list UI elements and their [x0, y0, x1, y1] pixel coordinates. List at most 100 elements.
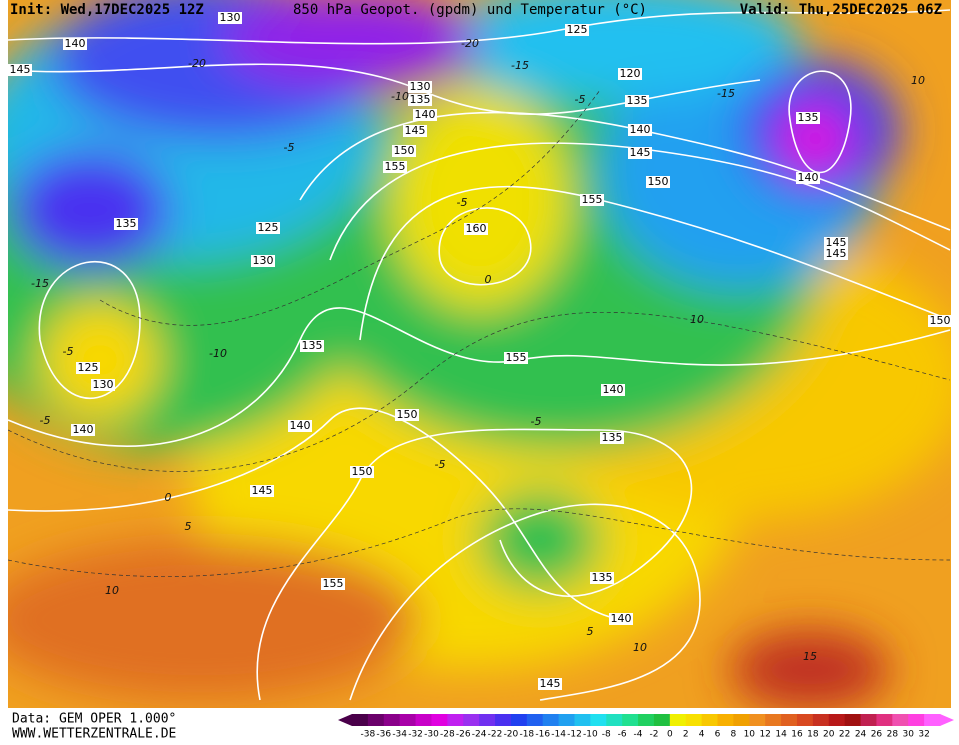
temperature-label: 10 [911, 74, 925, 87]
colorbar-swatch [367, 714, 385, 726]
label-box [600, 432, 624, 444]
geopotential-label: 130 [93, 378, 114, 391]
colorbar-swatch [749, 714, 766, 726]
geopotential-label: 140 [603, 383, 624, 396]
colorbar-swatch [876, 714, 893, 726]
colorbar-label: -32 [408, 730, 423, 740]
colorbar-label: -24 [472, 730, 487, 740]
label-box [383, 161, 407, 173]
label-box [618, 68, 642, 80]
colorbar-label: 10 [744, 730, 756, 740]
colorbar-label: -10 [583, 730, 598, 740]
colorbar-label: -2 [649, 730, 658, 740]
label-box [601, 384, 625, 396]
valid-time: Valid: Thu,25DEC2025 06Z [740, 2, 942, 18]
colorbar-swatch [526, 714, 544, 726]
label-box [218, 12, 242, 24]
colorbar-swatch [812, 714, 830, 726]
label-box [300, 340, 324, 352]
colorbar-label: 8 [731, 730, 737, 740]
colorbar-label: -14 [551, 730, 566, 740]
label-box [251, 255, 275, 267]
geopotential-label: 135 [798, 111, 819, 124]
colorbar-label: -34 [392, 730, 407, 740]
temperature-label: 10 [633, 641, 647, 654]
site-name: WWW.WETTERZENTRALE.DE [12, 727, 176, 742]
colorbar-swatch [765, 714, 782, 726]
colorbar-swatch [590, 714, 607, 726]
colorbar-label: 28 [887, 730, 899, 740]
temperature-label: -5 [575, 93, 586, 106]
colorbar-swatch [574, 714, 591, 726]
label-box [464, 223, 488, 235]
temperature-label: -20 [188, 57, 206, 70]
geopotential-label: 140 [630, 123, 651, 136]
colorbar-label: 26 [871, 730, 883, 740]
colorbar-label: -38 [361, 730, 376, 740]
labels: 1301401451251201301351401451501551601351… [8, 11, 952, 690]
temperature-label: -5 [284, 141, 295, 154]
label-box [63, 38, 87, 50]
label-box [403, 125, 427, 137]
colorbar-swatch [638, 714, 655, 726]
temperature-label: -10 [391, 90, 409, 103]
colorbar-label: -16 [535, 730, 550, 740]
label-box [628, 147, 652, 159]
label-box [824, 248, 848, 260]
temperature-label: 0 [165, 491, 172, 504]
colorbar-label: 0 [667, 730, 673, 740]
colorbar-label: 30 [902, 730, 914, 740]
colorbar-label: -22 [488, 730, 503, 740]
colorbar-swatch [828, 714, 846, 726]
geopotential-label: 145 [252, 484, 273, 497]
colorbar-swatch [653, 714, 671, 726]
geopotential-label: 150 [352, 465, 373, 478]
label-box [609, 613, 633, 625]
data-source: Data: GEM OPER 1.000° [12, 712, 176, 727]
temperature-label: -5 [531, 415, 542, 428]
temperature-label: 10 [105, 584, 119, 597]
colorbar-swatch [510, 714, 528, 726]
label-box [538, 678, 562, 690]
temperature-label: 10 [690, 313, 704, 326]
geopotential-label: 155 [385, 160, 406, 173]
colorbar-swatch [558, 714, 575, 726]
colorbar-swatch [924, 714, 941, 726]
label-box [580, 194, 604, 206]
colorbar-swatch [399, 714, 417, 726]
label-box [321, 578, 345, 590]
colorbar-label: 24 [855, 730, 867, 740]
geopotential-label: 120 [620, 67, 641, 80]
label-box [928, 315, 952, 327]
colorbar-swatch [463, 714, 480, 726]
geopotential-label: 160 [466, 222, 487, 235]
label-box [250, 485, 274, 497]
colorbar-swatch [717, 714, 734, 726]
colorbar-swatch [892, 714, 909, 726]
geopotential-label: 140 [611, 612, 632, 625]
geopotential-label: 145 [540, 677, 561, 690]
temperature-label: -15 [31, 277, 49, 290]
temperature-label: -5 [435, 458, 446, 471]
geopotential-label: 125 [78, 361, 99, 374]
geopotential-label: 150 [648, 175, 669, 188]
colorbar-label: -4 [634, 730, 643, 740]
geopotential-label: 150 [397, 408, 418, 421]
colorbar-swatch [860, 714, 877, 726]
colorbar-swatch [908, 714, 925, 726]
colorbar-swatch [701, 714, 719, 726]
colorbar-label: -30 [424, 730, 439, 740]
geopotential-label: 145 [826, 247, 847, 260]
label-box [395, 409, 419, 421]
geopotential-label: 150 [930, 314, 951, 327]
colorbar-label: 14 [775, 730, 787, 740]
temperature-label: -10 [209, 347, 227, 360]
colorbar-swatch [622, 714, 639, 726]
label-box [392, 145, 416, 157]
colorbar-label: -6 [618, 730, 627, 740]
label-box [408, 94, 432, 106]
label-box [71, 424, 95, 436]
temperature-label: 5 [587, 625, 594, 638]
geopotential-label: 155 [323, 577, 344, 590]
